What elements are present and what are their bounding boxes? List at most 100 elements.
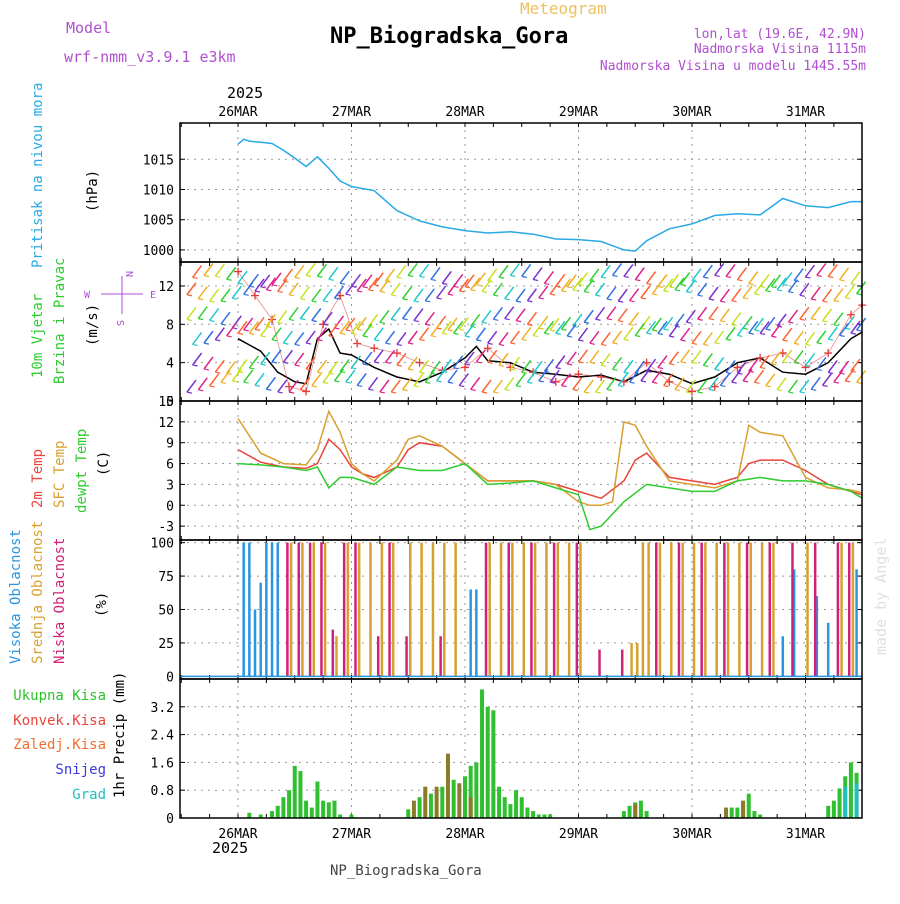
wind-barb <box>787 279 799 293</box>
wind-barb <box>634 267 645 281</box>
wind-barb-head <box>822 300 828 303</box>
wind-barb <box>487 268 498 282</box>
wind-barb <box>209 307 220 321</box>
cloud-ylabel-high: Visoka Oblacnost <box>8 529 24 664</box>
wind-barb-head <box>243 329 249 332</box>
wind-barb-head <box>544 282 550 286</box>
wind-barb <box>759 321 770 334</box>
wind-barb-head <box>459 384 465 388</box>
wind-barb <box>492 306 503 320</box>
wind-barb <box>220 288 231 302</box>
wind-barb-head <box>453 332 459 335</box>
wind-barb-head <box>419 371 425 374</box>
wind-barb <box>260 351 271 365</box>
wind-barb-head <box>481 290 488 294</box>
wind-barb <box>509 263 521 276</box>
wind-barb <box>453 320 464 334</box>
wind-barb-head <box>340 282 346 285</box>
wind-barb <box>282 330 293 344</box>
wind-barb-head <box>748 283 754 286</box>
wind-barb <box>708 306 719 320</box>
wind-barb-head <box>447 293 454 296</box>
day-label-bottom: 28MAR <box>445 827 484 842</box>
wind-barb <box>379 309 390 323</box>
wind-barb <box>606 286 617 300</box>
wind-barb-head <box>294 276 300 279</box>
wind-barb-head <box>362 335 368 338</box>
precip-label-conv: Konvek.Kisa <box>13 713 106 729</box>
wind-barb-head <box>845 380 851 383</box>
wind-barb <box>753 369 765 383</box>
wind-barb-head <box>408 274 414 278</box>
wind-barb-head <box>550 381 556 384</box>
wind-barb <box>464 323 475 337</box>
wind-barb <box>464 274 475 288</box>
wind-barb-head <box>198 298 204 301</box>
wind-barb <box>555 355 566 369</box>
wind-barb <box>765 373 776 387</box>
wind-barb-head <box>226 278 232 281</box>
wind-barb <box>305 356 316 370</box>
wind-barb <box>804 331 816 345</box>
precip-label-grad: Grad <box>72 787 106 803</box>
wind-barb-head <box>782 283 788 287</box>
wind-barb <box>543 320 555 334</box>
wind-barb-head <box>708 298 715 301</box>
wind-barb-head <box>402 389 408 392</box>
wind-barb <box>362 274 373 288</box>
wind-barb-head <box>470 289 476 292</box>
y-tick-label: 9 <box>166 437 174 452</box>
wind-barb <box>470 277 481 291</box>
wind-barb <box>719 373 730 386</box>
precip-bar <box>644 811 649 818</box>
wind-barb <box>322 311 333 325</box>
wind-barb <box>668 274 679 288</box>
wind-barb-head <box>669 335 675 338</box>
wind-barb-head <box>515 320 522 323</box>
precip-bar <box>326 802 331 818</box>
wind-barb <box>549 281 560 295</box>
precip-bar <box>411 800 416 818</box>
wind-barb <box>611 330 623 344</box>
wind-barb <box>691 349 702 363</box>
wind-barb-head <box>357 328 363 331</box>
wind-barb-head <box>680 339 686 342</box>
y-tick-label: 50 <box>158 604 174 619</box>
wind-barb <box>674 377 685 391</box>
wind-barb-head <box>674 289 681 292</box>
wind-barb-head <box>447 329 454 332</box>
wind-barb <box>362 323 373 337</box>
wind-barb <box>209 373 220 387</box>
wind-barb <box>413 373 424 387</box>
panel-pressure: 1000 1005 1010 1015 <box>143 122 863 263</box>
wind-barb <box>759 354 770 368</box>
wind-barb-head <box>283 361 289 364</box>
wind-barb-head <box>510 342 516 345</box>
wind-barb-head <box>731 300 737 303</box>
wind-barb-head <box>737 279 743 282</box>
wind-barb <box>674 313 685 327</box>
panel-precip: 0 0.8 1.6 2.4 3.2 <box>151 678 863 827</box>
wind-barb <box>787 309 799 323</box>
wind-barb-head <box>629 323 635 327</box>
wind-barb <box>441 270 452 284</box>
wind-barb <box>685 309 696 323</box>
wind-barb-head <box>413 385 420 388</box>
wind-barb <box>384 330 396 344</box>
wind-barb <box>736 322 748 336</box>
wind-barb <box>350 320 362 334</box>
precip-bar <box>837 788 842 818</box>
wind-barb <box>481 279 492 292</box>
wind-barb <box>600 331 611 345</box>
wind-barb-head <box>527 300 533 303</box>
wind-barb <box>645 320 657 334</box>
wind-barb-head <box>754 329 760 332</box>
wind-barb-head <box>567 363 573 366</box>
wind-barb-head <box>765 290 771 293</box>
precip-bar <box>724 807 729 818</box>
wind-barb <box>685 279 696 293</box>
day-label-top: 31MAR <box>786 105 825 120</box>
wind-barb <box>611 356 623 370</box>
wind-barb-head <box>283 342 289 345</box>
